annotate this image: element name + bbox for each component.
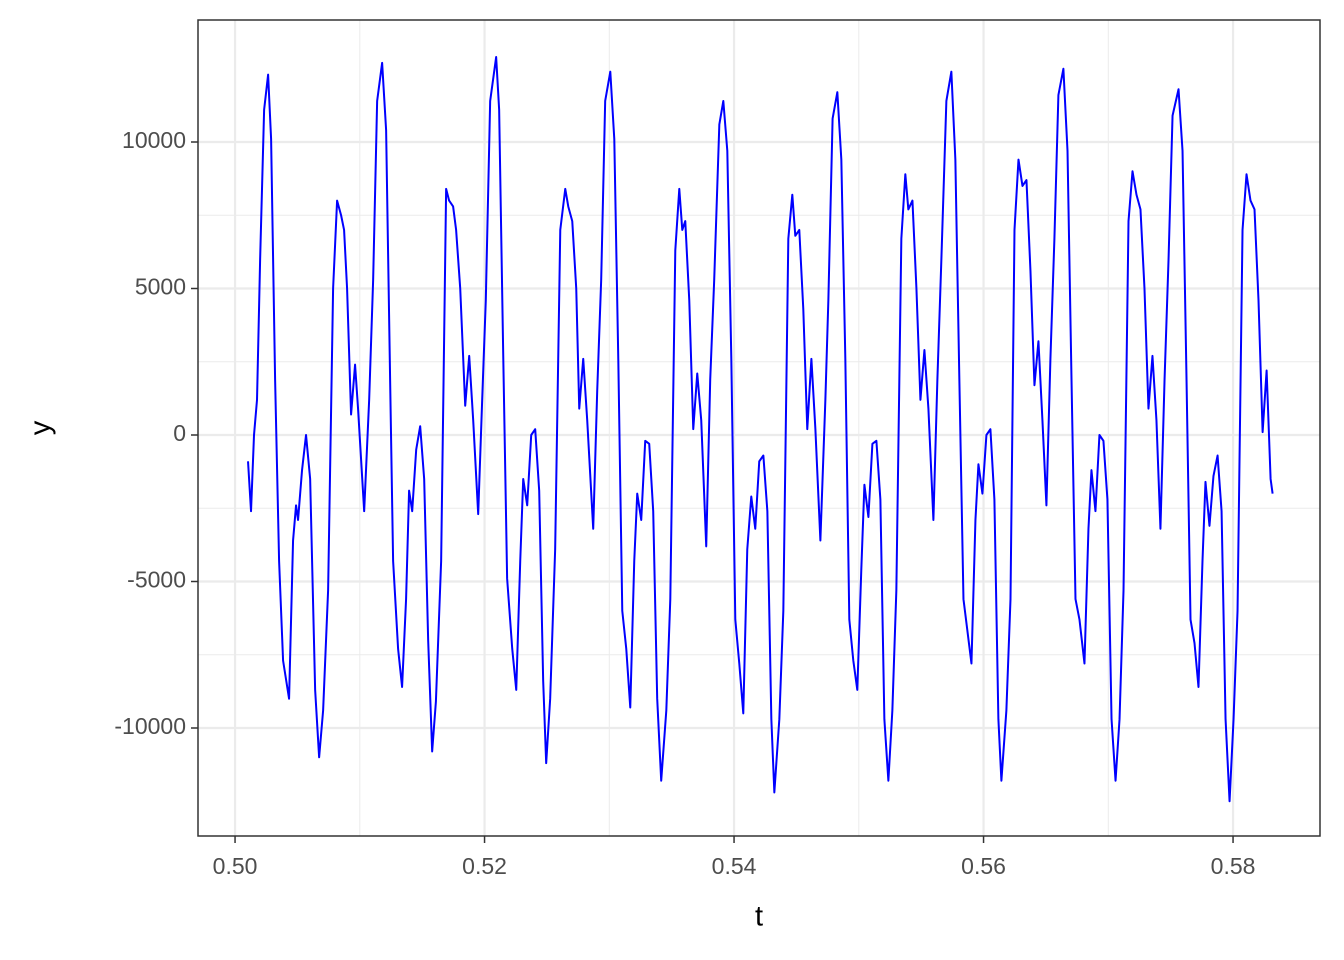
x-tick-label: 0.56 [961, 853, 1006, 879]
panel-border [197, 19, 1321, 837]
y-axis-title: y [25, 420, 57, 435]
data-line [247, 56, 1274, 803]
x-tick-label: 0.52 [462, 853, 507, 879]
x-axis-title: t [755, 901, 763, 933]
y-tick-label: -10000 [114, 713, 186, 739]
y-tick-label: 5000 [135, 274, 186, 300]
panel-background [198, 20, 1320, 836]
plot-lines [247, 56, 1274, 803]
grid [198, 20, 1320, 836]
x-tick-label: 0.58 [1211, 853, 1256, 879]
axes: 0.50 0.52 0.54 0.56 0.58 -10000 -5000 0 5000 1000… [114, 127, 1255, 879]
x-tick-label: 0.50 [213, 853, 258, 879]
y-tick-label: -5000 [127, 567, 186, 593]
y-tick-label: 0 [173, 420, 186, 446]
x-tick-label: 0.54 [712, 853, 757, 879]
y-tick-label: 10000 [122, 127, 186, 153]
